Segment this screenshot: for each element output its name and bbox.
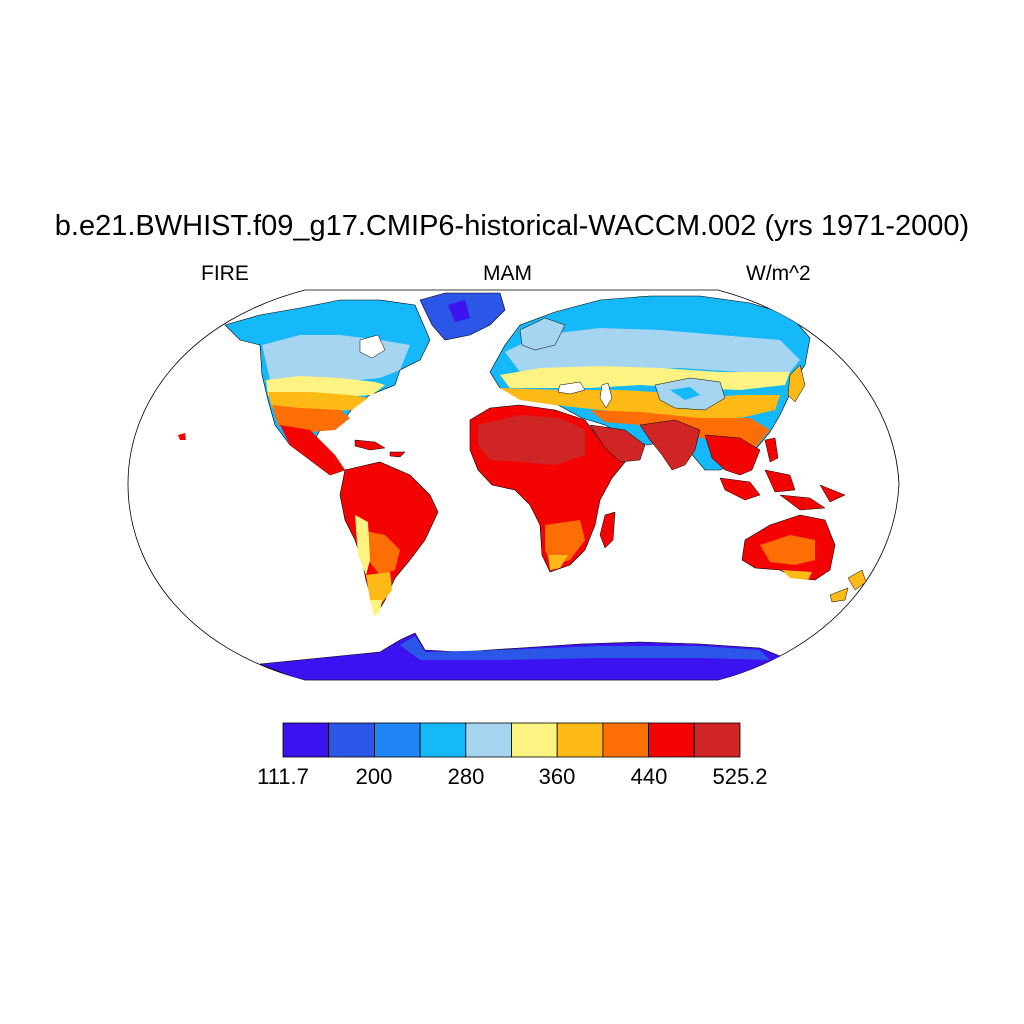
- indonesia: [719, 469, 846, 511]
- hudson-bay: [359, 334, 386, 359]
- colorbar-label-4: 440: [630, 764, 668, 789]
- philippines: [764, 437, 779, 463]
- variable-label: FIRE: [201, 262, 249, 285]
- caspian-sea: [599, 382, 613, 409]
- sa-patagonia: [370, 600, 382, 616]
- southern-africa-band: [545, 520, 585, 565]
- madagascar: [599, 511, 616, 549]
- eurasia-band-light: [505, 328, 800, 372]
- arabia: [589, 424, 646, 463]
- sa-band-orange: [360, 530, 400, 575]
- plot-title: b.e21.BWHIST.f09_g17.CMIP6-historical-WA…: [54, 210, 970, 242]
- colorbar-label-5: 525.2: [712, 764, 768, 789]
- eurasia-band-amber: [500, 388, 780, 420]
- tibet-core: [670, 387, 700, 400]
- australia-south: [782, 570, 812, 580]
- greenland-interior: [448, 300, 470, 322]
- caribbean-islands: [354, 439, 406, 458]
- season-label: MAM: [483, 262, 532, 285]
- na-band-orange1: [268, 392, 368, 412]
- sahara: [478, 415, 585, 465]
- na-band-red: [280, 425, 345, 475]
- black-sea: [557, 381, 586, 395]
- cape-band: [548, 555, 568, 570]
- sa-band-yellow-west: [355, 515, 370, 575]
- colorbar-label-3: 360: [538, 764, 576, 789]
- colorbar-label-1: 200: [355, 764, 393, 789]
- se-asia: [704, 434, 761, 476]
- south-america: [339, 461, 439, 613]
- hawaii: [178, 433, 186, 440]
- scandinavia: [519, 317, 566, 351]
- units-label: W/m^2: [746, 262, 811, 285]
- australia-interior: [760, 535, 815, 565]
- india: [639, 419, 701, 471]
- na-band-orange2: [272, 405, 350, 432]
- antarctica-coast-band: [400, 636, 770, 660]
- colorbar-label-2: 280: [447, 764, 485, 789]
- colorbar-label-0: 111.7: [257, 764, 309, 789]
- japan: [787, 364, 806, 403]
